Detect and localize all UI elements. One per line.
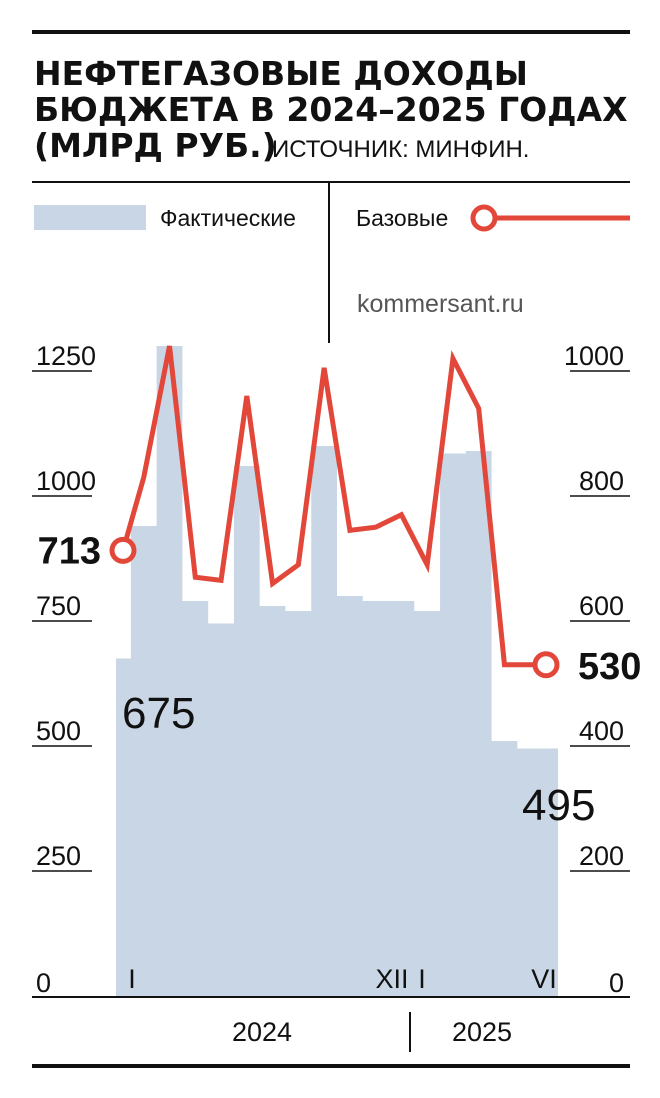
base-start-marker [109, 536, 137, 564]
legend-divider [328, 181, 330, 343]
legend-actual-label: Фактические [160, 205, 296, 231]
base-line-layer [109, 345, 560, 679]
legend-actual-swatch [34, 205, 146, 230]
right-tick-label: 600 [579, 591, 624, 621]
x-tick-label: I [418, 964, 426, 994]
gridlines [32, 370, 630, 872]
legend-base-marker [470, 204, 498, 232]
title-line-1: НЕФТЕГАЗОВЫЕ ДОХОДЫ [34, 54, 528, 93]
top-rule [32, 30, 630, 34]
base-start-label: 713 [38, 530, 101, 572]
legend-base-label: Базовые [356, 205, 448, 231]
year-label-2025: 2025 [452, 1017, 512, 1047]
actual-start-label: 675 [122, 689, 195, 738]
x-axis-line [32, 996, 630, 998]
left-tick-label: 750 [36, 591, 81, 621]
bottom-rule [32, 1064, 630, 1068]
actual-area [116, 346, 558, 996]
title-line-3: (МЛРД РУБ.) [34, 126, 277, 165]
right-tick-label: 400 [579, 716, 624, 746]
left-tick-label: 250 [36, 841, 81, 871]
legend-rule [32, 181, 630, 183]
left-tick-label: 0 [36, 968, 51, 998]
actual-end-label: 495 [522, 781, 595, 830]
brand-watermark: kommersant.ru [357, 290, 524, 318]
x-tick-label: I [128, 964, 136, 994]
year-label-2024: 2024 [232, 1017, 292, 1047]
base-line [120, 345, 546, 668]
year-divider [409, 1012, 411, 1052]
left-tick-label: 1250 [36, 341, 96, 371]
right-tick-label: 200 [579, 841, 624, 871]
x-tick-label: XII [375, 964, 408, 994]
right-tick-label: 0 [609, 968, 624, 998]
base-end-marker [532, 651, 560, 679]
left-tick-label: 500 [36, 716, 81, 746]
source-note: ИСТОЧНИК: МИНФИН. [272, 136, 529, 163]
actual-area-layer [116, 346, 558, 996]
right-tick-label: 1000 [564, 341, 624, 371]
x-tick-label: VI [531, 964, 557, 994]
right-tick-label: 800 [579, 466, 624, 496]
base-end-label: 530 [578, 646, 641, 688]
left-tick-label: 1000 [36, 466, 96, 496]
labels-layer: 0 250 500 750 1000 1250 0 200 400 600 800 1000 713 53… [36, 341, 641, 998]
title-line-2: БЮДЖЕТА В 2024–2025 ГОДАХ [34, 90, 628, 129]
